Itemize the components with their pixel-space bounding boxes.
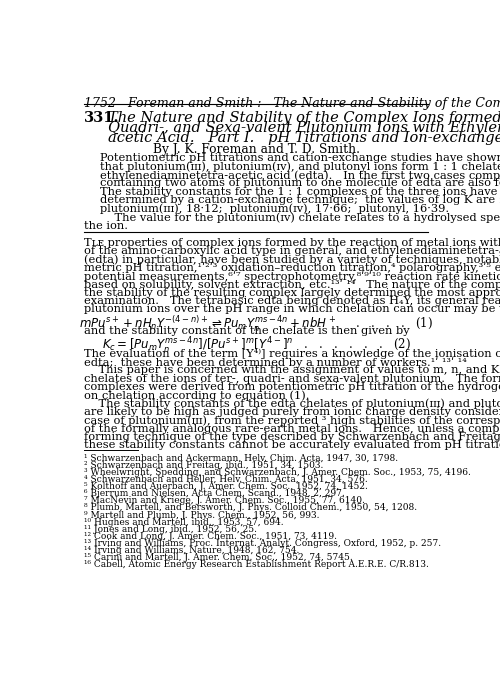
Text: The evaluation of the term [Y⁴⁾] requires a knowledge of the ionisation constant: The evaluation of the term [Y⁴⁾] require… (84, 349, 500, 359)
Text: $mPu^{s+} + nH_nY^{-(4-n)+} \rightleftharpoons Pu_mY_n^{ms-4n} + nbH^+$     .   : $mPu^{s+} + nH_nY^{-(4-n)+} \rightleftha… (79, 315, 434, 334)
Text: This paper is concerned with the assignment of values to m, n, and K c for the e: This paper is concerned with the assignm… (84, 365, 500, 375)
Text: of the formally analogous rare-earth metal ions.   Hence, unless a competitive c: of the formally analogous rare-earth met… (84, 424, 500, 433)
Text: (edta) in particular, have been studied by a variety of techniques, notably pote: (edta) in particular, have been studied … (84, 255, 500, 265)
Text: containing two atoms of plutonium to one molecule of edta are also formed.: containing two atoms of plutonium to one… (100, 179, 500, 189)
Text: The stability constants for the 1 : 1 complexes of the three ions have been: The stability constants for the 1 : 1 co… (100, 187, 500, 197)
Text: ¹¹ Jones and Long, ibid., 1952, 56, 25.: ¹¹ Jones and Long, ibid., 1952, 56, 25. (84, 525, 257, 534)
Text: ² Schwarzenbach and Freitag, ibid., 1951, 34, 1503.: ² Schwarzenbach and Freitag, ibid., 1951… (84, 461, 324, 470)
Text: ³ Wheelwright, Spedding, and Schwarzenbach, J. Amer. Chem. Soc., 1953, 75, 4196.: ³ Wheelwright, Spedding, and Schwarzenba… (84, 468, 471, 477)
Text: Quadri-, and Sexa-valent Plutonium Ions with Ethylenediaminetetra-: Quadri-, and Sexa-valent Plutonium Ions … (108, 121, 500, 134)
Text: that plutonium(ɪɪɪ), plutonium(ɪv), and plutonyl ions form 1 : 1 chelates with: that plutonium(ɪɪɪ), plutonium(ɪv), and … (100, 162, 500, 172)
Text: ethylenediaminetetra-acetic acid (edta).   In the first two cases complexes: ethylenediaminetetra-acetic acid (edta).… (100, 170, 500, 181)
Text: The Nature and Stability of the Complex Ions formed by Ter-,: The Nature and Stability of the Complex … (108, 111, 500, 125)
Text: plutonium(ɪɪɪ), 18·12;  plutonium(ɪv), 17·66;  plutonyl, 16·39.: plutonium(ɪɪɪ), 18·12; plutonium(ɪv), 17… (100, 204, 449, 215)
Text: ⁵ Kolthoff and Auerbach, J. Amer. Chem. Soc., 1952, 74, 1452.: ⁵ Kolthoff and Auerbach, J. Amer. Chem. … (84, 482, 368, 491)
Text: ⁶ Bjerrum and Nielsen, Acta Chem. Scand., 1948, 2, 297.: ⁶ Bjerrum and Nielsen, Acta Chem. Scand.… (84, 490, 345, 498)
Text: based on solubility, solvent extraction, etc.¹³ʹ ¹⁴   The nature of the componen: based on solubility, solvent extraction,… (84, 279, 500, 290)
Text: the stability of the resulting complex largely determined the most appropriate m: the stability of the resulting complex l… (84, 288, 500, 297)
Text: ¹ Schwarzenbach and Ackermann, Helv. Chim. Acta, 1947, 30, 1798.: ¹ Schwarzenbach and Ackermann, Helv. Chi… (84, 454, 398, 463)
Text: the ion.: the ion. (84, 221, 128, 231)
Text: ⁴ Schwarzenbach and Heller, Helv. Chim. Acta, 1951, 34, 576.: ⁴ Schwarzenbach and Heller, Helv. Chim. … (84, 475, 368, 484)
Text: acetic Acid.   Part I.   pH Titrations and Ion-exchange Studies.: acetic Acid. Part I. pH Titrations and I… (108, 131, 500, 145)
Text: ⁹ Martell and Plumb, J. Phys. Chem., 1952, 56, 993.: ⁹ Martell and Plumb, J. Phys. Chem., 195… (84, 511, 320, 519)
Text: The value for the plutonium(ɪv) chelate relates to a hydrolysed species of: The value for the plutonium(ɪv) chelate … (100, 213, 500, 223)
Text: ⁷ MacNevin and Kriege, J. Amer. Chem. Soc., 1955, 77, 6140.: ⁷ MacNevin and Kriege, J. Amer. Chem. So… (84, 496, 365, 505)
Text: are likely to be high as judged purely from ionic charge density considerations : are likely to be high as judged purely f… (84, 407, 500, 417)
Text: Potentiometric pH titrations and cation-exchange studies have shown: Potentiometric pH titrations and cation-… (100, 153, 500, 163)
Text: of the amino-carboxylic acid type in general, and ethylenediaminetetra-acetic ac: of the amino-carboxylic acid type in gen… (84, 246, 500, 256)
Text: ¹³ Irving and Williams, Proc. Internat. Analyt. Congress, Oxford, 1952, p. 257.: ¹³ Irving and Williams, Proc. Internat. … (84, 539, 442, 548)
Text: on chelation according to equation (1).: on chelation according to equation (1). (84, 390, 310, 401)
Text: determined by a cation-exchange technique;  the values of log K are :: determined by a cation-exchange techniqu… (100, 196, 500, 206)
Text: ¹⁰ Hughes and Martell, ibid., 1953, 57, 694.: ¹⁰ Hughes and Martell, ibid., 1953, 57, … (84, 517, 284, 527)
Text: Tʟᴇ properties of complex ions formed by the reaction of metal ions with chelati: Tʟᴇ properties of complex ions formed by… (84, 238, 500, 248)
Text: ¹⁶ Cabell, Atomic Energy Research Establishment Report A.E.R.E. C/R.813.: ¹⁶ Cabell, Atomic Energy Research Establ… (84, 560, 429, 569)
Text: metric pH titration,¹ʹ²ʹ³ oxidation–reduction titration,⁴ polarography,³ʹ⁵ elect: metric pH titration,¹ʹ²ʹ³ oxidation–redu… (84, 263, 500, 274)
Text: ¹⁵ Carini and Martell, J. Amer. Chem. Soc., 1952, 74, 5745.: ¹⁵ Carini and Martell, J. Amer. Chem. So… (84, 553, 353, 562)
Text: By J. K. Foreman and T. D. Smith.: By J. K. Foreman and T. D. Smith. (153, 143, 360, 156)
Text: case of plutonium(ɪɪɪ), from the reported ³ high stabilities of the correspondin: case of plutonium(ɪɪɪ), from the reporte… (84, 415, 500, 426)
Text: The stability constants of the edta chelates of plutonium(ɪɪɪ) and plutonium(ɪv): The stability constants of the edta chel… (84, 399, 500, 409)
Text: $K_c = [Pu_mY_n^{ms-4n}]/[Pu^{s+}]^m[Y^{4-}]^n$   .   .   .   .   .   .   (2): $K_c = [Pu_mY_n^{ms-4n}]/[Pu^{s+}]^m[Y^{… (102, 336, 410, 356)
Text: ¹⁴ Irving and Williams, Nature, 1948, 162, 754.: ¹⁴ Irving and Williams, Nature, 1948, 16… (84, 546, 300, 555)
Text: these stability constants cannot be accurately evaluated from pH titration curve: these stability constants cannot be accu… (84, 440, 500, 450)
Text: and the stability constant of the chelate is then given by: and the stability constant of the chelat… (84, 327, 410, 337)
Text: 331.: 331. (84, 111, 120, 125)
Text: ⁸ Plumb, Martell, and Bersworth, J. Phys. Colloid Chem., 1950, 54, 1208.: ⁸ Plumb, Martell, and Bersworth, J. Phys… (84, 503, 417, 513)
Text: examination.   The tetrabasic edta being denoted as H₄Y, its general reaction wi: examination. The tetrabasic edta being d… (84, 296, 500, 306)
Text: complexes were derived from potentiometric pH titration of the hydrogen ions lib: complexes were derived from potentiometr… (84, 382, 500, 392)
Text: edta;  these have been determined by a number of workers.¹ʹ ¹³ʹ ¹⁴: edta; these have been determined by a nu… (84, 357, 467, 368)
Text: ¹² Cook and Long, J. Amer. Chem. Soc., 1951, 73, 4119.: ¹² Cook and Long, J. Amer. Chem. Soc., 1… (84, 532, 337, 540)
Text: 1752   Foreman and Smith :   The Nature and Stability of the Complex: 1752 Foreman and Smith : The Nature and … (84, 97, 500, 110)
Text: potential measurements,⁶ʹ⁷ spectrophotometry,⁸ʹ⁹ʹ¹⁰ reaction rate kinetics,¹¹ʹ ¹: potential measurements,⁶ʹ⁷ spectrophotom… (84, 271, 500, 282)
Text: forming technique of the type described by Schwarzenbach and Freitag ² is employ: forming technique of the type described … (84, 432, 500, 442)
Text: chelates of the ions of ter-, quadri- and sexa-valent plutonium.   The formulae : chelates of the ions of ter-, quadri- an… (84, 373, 500, 384)
Text: plutonium ions over the pH range in which chelation can occur may be written: plutonium ions over the pH range in whic… (84, 304, 500, 314)
